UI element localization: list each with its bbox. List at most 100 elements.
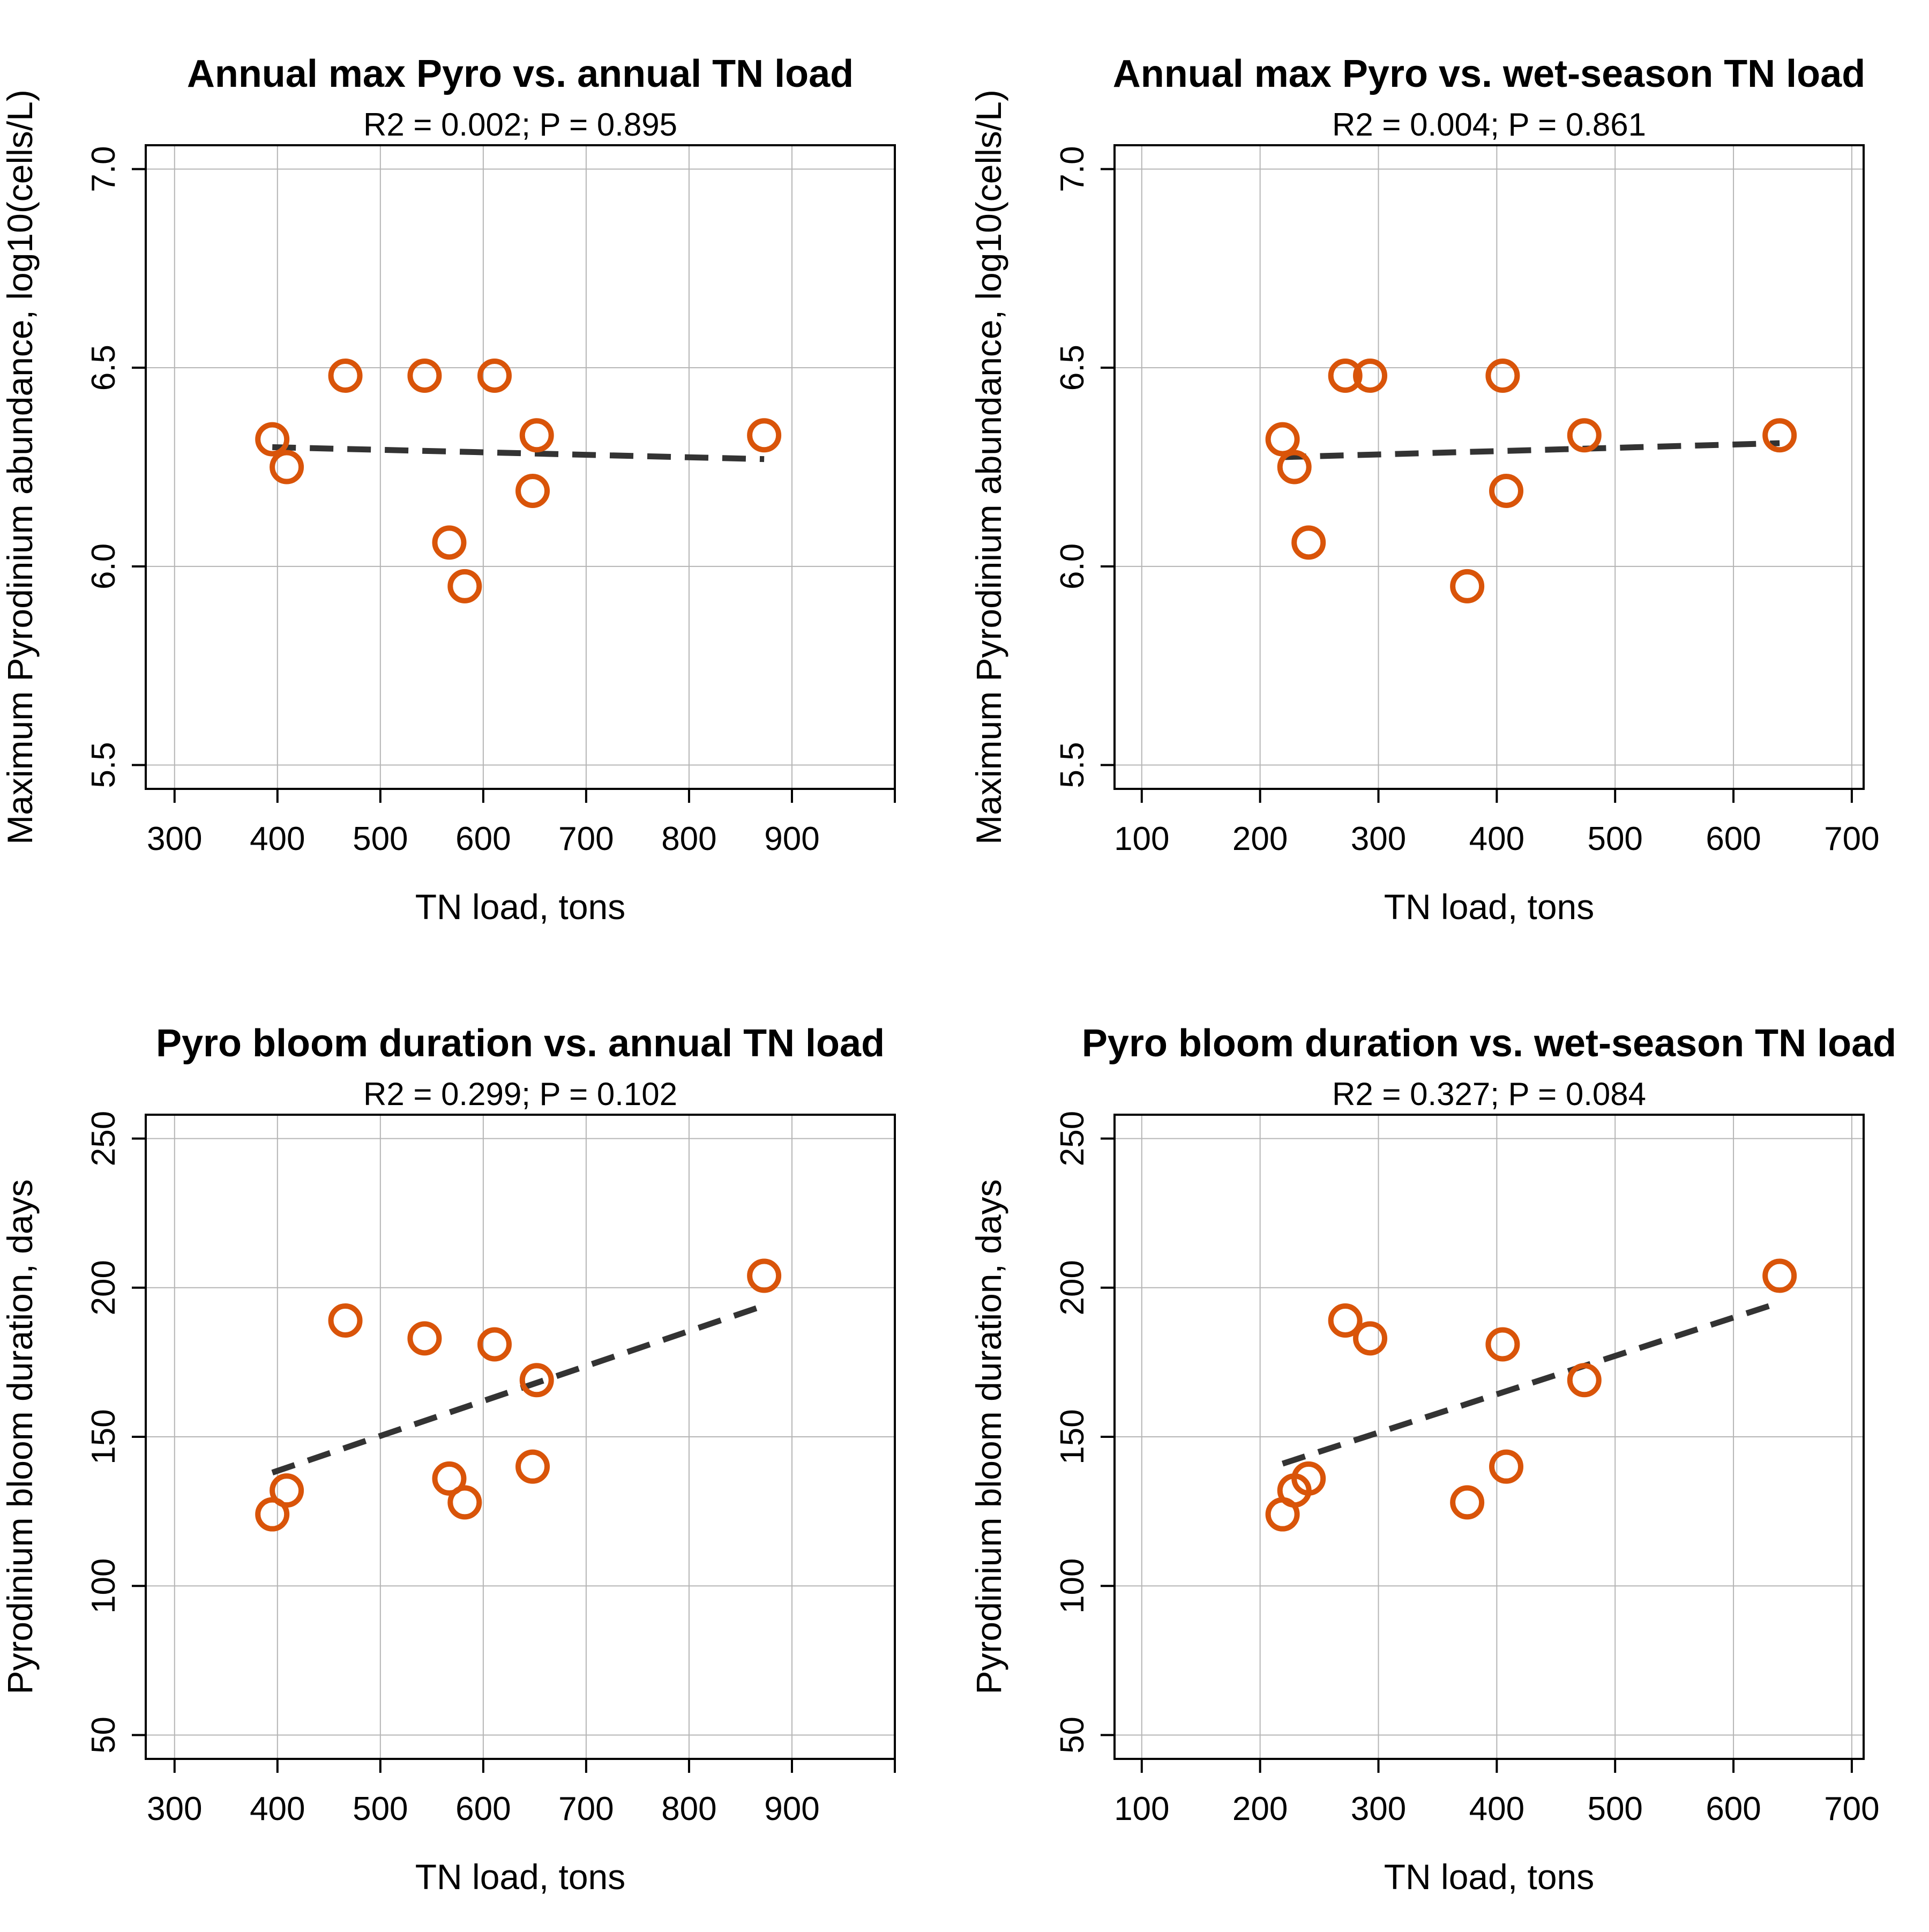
chart-panel-4: 100 200 300 400 500 600 700 50 100 150 200 250 Pyro …	[969, 1022, 1896, 1897]
x-tick-label: 700	[1824, 1791, 1879, 1827]
y-tick-label: 7.0	[1054, 146, 1091, 192]
x-tick-label: 600	[455, 820, 511, 857]
chart-subtitle: R2 = 0.299; P = 0.102	[363, 1076, 677, 1112]
x-tick-label: 800	[661, 820, 716, 857]
y-tick-label: 6.5	[85, 345, 122, 391]
x-tick-label: 400	[250, 1791, 305, 1827]
y-tick-label: 250	[85, 1111, 122, 1166]
data-point	[1328, 358, 1363, 393]
x-tick-label: 500	[353, 820, 408, 857]
x-tick-label: 900	[764, 1791, 819, 1827]
x-tick-label: 900	[764, 820, 819, 857]
x-tick-label: 300	[1351, 820, 1406, 857]
data-point	[1450, 569, 1485, 603]
data-point	[1291, 525, 1326, 560]
y-axis-label: Maximum Pyrodinium abundance, log10(cell…	[969, 89, 1008, 845]
data-point	[1567, 1363, 1602, 1398]
plot-frame	[145, 144, 896, 790]
data-point	[1567, 418, 1602, 453]
plot-frame	[1113, 144, 1865, 790]
y-tick-label: 50	[1054, 1717, 1091, 1754]
regression-line	[1282, 440, 1780, 460]
chart-subtitle: R2 = 0.002; P = 0.895	[363, 107, 677, 143]
y-tick-label: 50	[85, 1717, 122, 1754]
x-tick-label: 600	[1706, 1791, 1761, 1827]
x-tick-label: 300	[147, 820, 202, 857]
x-tick-label: 400	[1469, 820, 1524, 857]
x-tick-label: 600	[455, 1791, 511, 1827]
data-point	[1328, 1303, 1363, 1338]
data-point	[1762, 418, 1797, 453]
y-tick-label: 100	[1054, 1558, 1091, 1614]
y-tick-label: 100	[85, 1558, 122, 1614]
x-tick-label: 700	[558, 1791, 614, 1827]
y-tick-label: 5.5	[1054, 742, 1091, 788]
data-point	[1485, 1327, 1520, 1362]
x-axis-label: TN load, tons	[1384, 887, 1595, 927]
y-tick-label: 6.0	[85, 543, 122, 590]
y-tick-label: 150	[1054, 1409, 1091, 1464]
y-tick-label: 200	[1054, 1260, 1091, 1315]
data-point	[1485, 358, 1520, 393]
regression-line	[1281, 1300, 1781, 1467]
data-point	[447, 569, 482, 603]
data-point	[432, 1461, 467, 1496]
chart-title: Annual max Pyro vs. annual TN load	[187, 53, 854, 95]
x-tick-label: 200	[1232, 820, 1288, 857]
chart-panel-2: 100 200 300 400 500 600 700 5.5 6.0 6.5 7.0 Annual …	[969, 53, 1880, 927]
data-point	[432, 525, 467, 560]
chart-subtitle: R2 = 0.004; P = 0.861	[1332, 107, 1646, 143]
data-point	[1489, 473, 1524, 508]
x-tick-label: 100	[1114, 820, 1169, 857]
data-point	[447, 1485, 482, 1520]
x-axis-label: TN load, tons	[415, 1857, 626, 1897]
chart-title: Pyro bloom duration vs. annual TN load	[156, 1022, 885, 1065]
chart-panel-3: 300 400 500 600 700 800 900 50 100 150 200 250 Pyro …	[0, 1022, 896, 1897]
x-tick-label: 800	[661, 1791, 716, 1827]
data-point	[515, 473, 550, 508]
y-tick-label: 150	[85, 1409, 122, 1464]
y-axis-label: Maximum Pyrodinium abundance, log10(cell…	[0, 89, 40, 845]
data-point	[328, 358, 363, 393]
data-point	[255, 422, 290, 457]
x-tick-label: 200	[1232, 1791, 1288, 1827]
regression-line	[271, 1302, 765, 1475]
data-point	[407, 358, 442, 393]
chart-title: Pyro bloom duration vs. wet-season TN lo…	[1082, 1022, 1896, 1065]
x-tick-label: 500	[353, 1791, 408, 1827]
y-tick-label: 7.0	[85, 146, 122, 192]
data-point	[747, 1258, 782, 1293]
data-point	[1353, 358, 1388, 393]
x-tick-label: 500	[1587, 820, 1642, 857]
data-point	[1762, 1258, 1797, 1293]
data-point	[477, 1327, 512, 1362]
regression-line	[272, 444, 765, 463]
data-point	[519, 1363, 554, 1398]
data-point	[407, 1321, 442, 1356]
x-tick-label: 700	[558, 820, 614, 857]
y-tick-label: 200	[85, 1260, 122, 1315]
x-tick-label: 400	[1469, 1791, 1524, 1827]
y-tick-label: 5.5	[85, 742, 122, 788]
x-tick-label: 300	[147, 1791, 202, 1827]
chart-subtitle: R2 = 0.327; P = 0.084	[1332, 1076, 1646, 1112]
y-tick-label: 250	[1054, 1111, 1091, 1166]
x-axis-label: TN load, tons	[415, 887, 626, 927]
data-point	[1265, 422, 1300, 457]
x-tick-label: 400	[250, 820, 305, 857]
data-point	[747, 418, 782, 453]
x-tick-label: 500	[1587, 1791, 1642, 1827]
data-point	[270, 450, 304, 484]
data-point	[1353, 1321, 1388, 1356]
data-point	[1277, 450, 1312, 484]
y-tick-label: 6.0	[1054, 543, 1091, 590]
x-tick-label: 600	[1706, 820, 1761, 857]
data-point	[515, 1449, 550, 1484]
data-point	[328, 1303, 363, 1338]
y-axis-label: Pyrodinium bloom duration, days	[0, 1179, 40, 1694]
data-point	[477, 358, 512, 393]
x-tick-label: 700	[1824, 820, 1879, 857]
data-point	[1450, 1485, 1485, 1520]
